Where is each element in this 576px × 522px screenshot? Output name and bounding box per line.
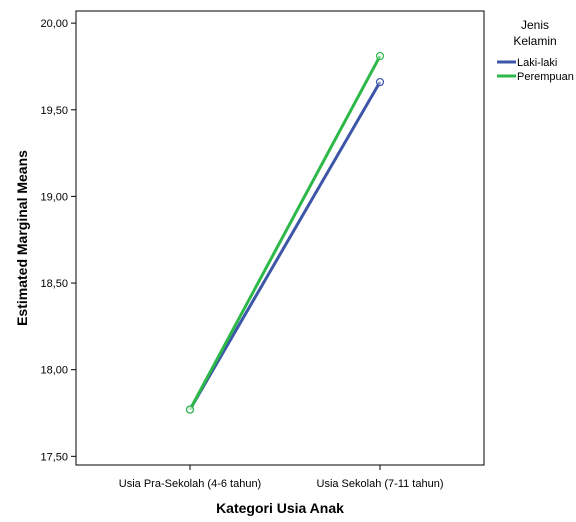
series-line-laki-laki (188, 81, 382, 411)
series-markers (185, 51, 385, 414)
legend-label-perempuan: Perempuan (517, 71, 574, 83)
x-axis-title: Kategori Usia Anak (216, 500, 344, 516)
y-tick-label: 18,00 (40, 365, 68, 377)
y-tick-label: 19,50 (40, 105, 68, 117)
legend-title-line-1: Jenis (521, 18, 549, 32)
y-axis-title: Estimated Marginal Means (14, 150, 30, 326)
series-line-perempuan (188, 55, 382, 411)
x-axis: Usia Pra-Sekolah (4-6 tahun) Usia Sekolah… (119, 465, 444, 490)
y-tick-label: 19,00 (40, 191, 68, 203)
y-tick-label: 20,00 (40, 18, 68, 30)
plot-frame (75, 10, 485, 466)
data-point-perempuan (185, 405, 195, 414)
y-tick-label: 17,50 (40, 451, 68, 463)
data-point-laki-laki (375, 77, 385, 87)
x-tick-label: Usia Pra-Sekolah (4-6 tahun) (119, 478, 261, 490)
x-tick-label: Usia Sekolah (7-11 tahun) (317, 478, 444, 490)
data-point-perempuan (375, 51, 385, 61)
legend: Jenis Kelamin Laki-laki Perempuan (497, 18, 574, 83)
y-tick-label: 18,50 (40, 278, 68, 290)
series-lines (188, 55, 382, 411)
y-axis: 17,50 18,00 18,50 19,00 19,50 20,00 (40, 18, 76, 463)
legend-title-line-2: Kelamin (513, 34, 556, 48)
legend-label-laki-laki: Laki-laki (517, 57, 557, 69)
